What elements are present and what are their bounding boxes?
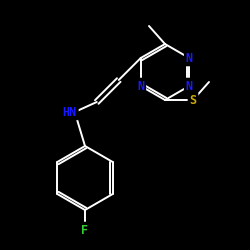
Text: N: N: [186, 52, 193, 64]
Text: N: N: [186, 80, 193, 92]
Text: F: F: [82, 224, 88, 236]
Text: S: S: [190, 94, 196, 106]
Text: HN: HN: [63, 106, 77, 118]
Text: N: N: [137, 80, 144, 92]
